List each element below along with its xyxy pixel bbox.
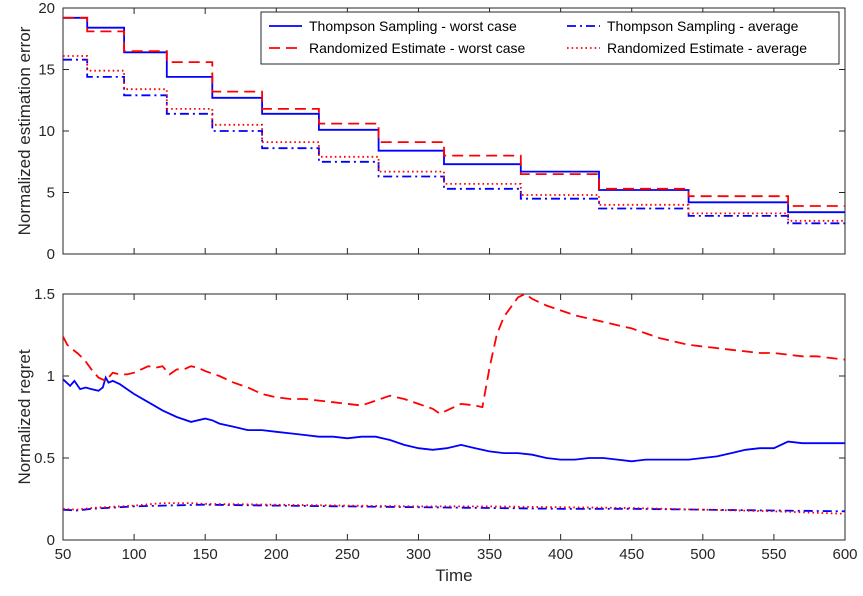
legend: Thompson Sampling - worst case Thompson S…	[260, 11, 840, 65]
x-tick-label: 250	[335, 546, 360, 563]
y-tick-label: 15	[38, 62, 55, 79]
x-tick-label: 550	[761, 546, 786, 563]
legend-label-1: Randomized Estimate - worst case	[309, 40, 526, 56]
x-tick-label: 50	[55, 546, 72, 563]
y-tick-label: 20	[38, 0, 55, 17]
x-tick-label: 100	[122, 546, 147, 563]
y-axis-label: Normalized regret	[15, 349, 34, 484]
legend-box	[260, 11, 840, 65]
series-line-0	[63, 375, 845, 463]
series-line-1	[63, 294, 845, 415]
x-tick-label: 500	[690, 546, 715, 563]
x-tick-label: 450	[619, 546, 644, 563]
legend-label-2: Thompson Sampling - average	[607, 18, 799, 34]
y-tick-label: 1	[47, 368, 55, 385]
y-tick-label: 0.5	[34, 450, 55, 467]
series-line-3	[63, 502, 845, 515]
x-tick-label: 400	[548, 546, 573, 563]
legend-label-3: Randomized Estimate - average	[607, 40, 807, 56]
x-tick-label: 150	[193, 546, 218, 563]
y-tick-label: 0	[47, 246, 55, 263]
plot-area-1	[62, 293, 846, 541]
series-line-0	[63, 16, 845, 214]
y-tick-label: 1.5	[34, 286, 55, 303]
x-axis-label: Time	[435, 566, 472, 585]
regret-plot: 50 100 150 200 250 300 350 400 450 500 550 600 0 0.5 1…	[15, 286, 858, 585]
series-line-1	[63, 16, 845, 207]
y-axis-label: Normalized estimation error	[15, 26, 34, 235]
y-tick-label: 10	[38, 123, 55, 140]
series-line-2	[63, 58, 845, 225]
y-tick-label: 0	[47, 532, 55, 549]
series-line-3	[63, 55, 845, 222]
x-tick-label: 350	[477, 546, 502, 563]
x-tick-label: 600	[832, 546, 857, 563]
x-tick-label: 300	[406, 546, 431, 563]
x-tick-label: 200	[264, 546, 289, 563]
legend-label-0: Thompson Sampling - worst case	[309, 18, 517, 34]
y-tick-label: 5	[47, 185, 55, 202]
